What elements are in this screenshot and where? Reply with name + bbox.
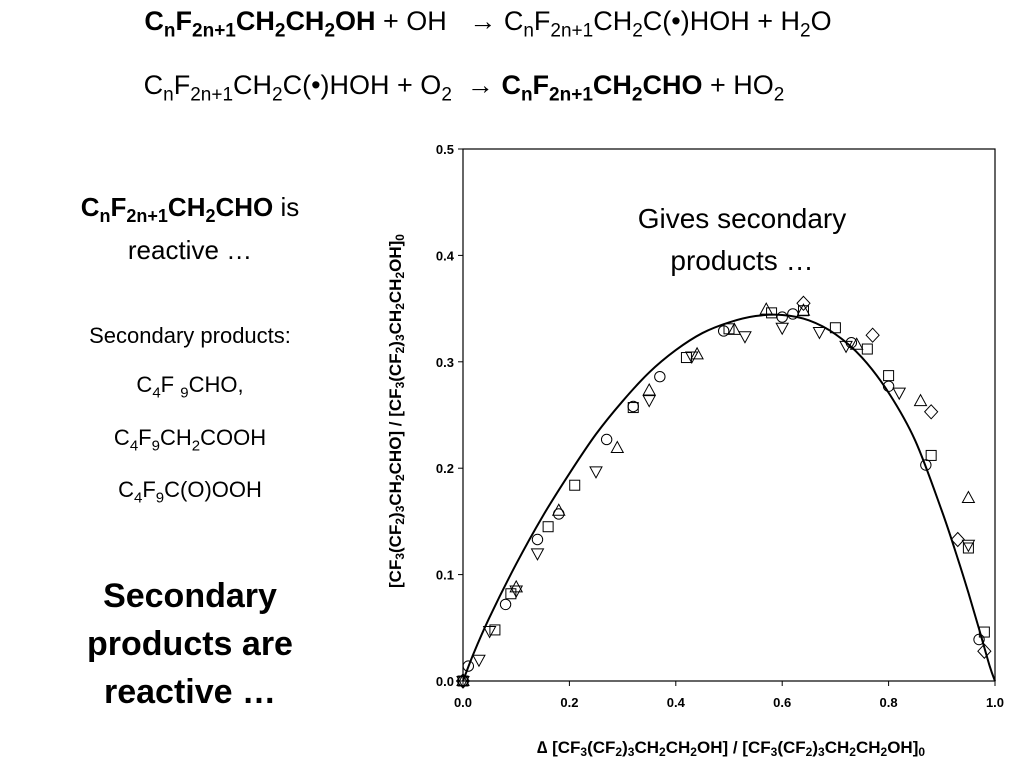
chart-annotation-line-2: products … — [670, 245, 813, 276]
data-point-square — [569, 479, 581, 491]
data-point-circle — [499, 598, 512, 611]
y-tick-label: 0.5 — [436, 142, 454, 157]
y-tick-label: 0.4 — [436, 248, 455, 263]
axes-layer: 0.0 0.2 0.4 0.6 0.8 1.0 0.0 0.1 0.2 0.3 0.4 0.5 ∆ [C… — [386, 142, 1004, 759]
data-point-diamond — [977, 643, 992, 659]
data-point-diamond — [865, 327, 880, 343]
y-tick-label: 0.3 — [436, 355, 454, 370]
data-point-circle — [654, 370, 666, 383]
eq1-product: CnF2n+1CH2C(•)HOH + H2O — [503, 6, 832, 42]
data-point-square — [489, 624, 501, 636]
data-point-diamond — [950, 531, 965, 548]
x-tick-label: 0.0 — [454, 695, 472, 710]
eq2-product: CnF2n+1CH2CHO — [501, 70, 703, 106]
data-point-triangle-down — [509, 585, 524, 599]
x-axis-label: ∆ [CF3(CF2)3CH2CH2OH] / [CF3(CF2)3CH2CH2… — [537, 738, 925, 759]
fit-curve-layer — [462, 313, 996, 682]
data-point-triangle-down — [775, 322, 790, 336]
y-tick-label: 0.2 — [436, 461, 454, 476]
data-point-triangle-down — [839, 340, 853, 354]
y-axis-label: [CF3(CF2)3CH2CHO] / [CF3(CF2)3CH2CH2OH]0 — [386, 234, 407, 588]
data-point-triangle-up — [610, 440, 625, 453]
data-point-triangle-up — [961, 490, 976, 503]
x-tick-label: 0.8 — [880, 695, 898, 710]
data-point-square — [978, 626, 990, 638]
eq1-reactant: CnF2n+1CH2CH2OH — [144, 6, 376, 42]
data-point-square — [861, 343, 873, 355]
data-point-square — [883, 370, 895, 382]
data-point-square — [627, 402, 639, 414]
data-point-triangle-up — [727, 322, 742, 335]
data-point-triangle-down — [812, 327, 827, 340]
y-tick-label: 0.0 — [436, 674, 454, 689]
eq1-arrow-icon: → — [469, 6, 497, 36]
secondary-product-item: C4F 9CHO, — [136, 372, 244, 402]
data-point-triangle-up — [913, 393, 928, 407]
data-point-triangle-up — [690, 346, 704, 360]
eq2-plus-ho2: + HO2 — [709, 70, 785, 106]
data-point-diamond — [796, 295, 811, 312]
data-point-triangle-up — [849, 337, 864, 350]
eq2-reactant: CnF2n+1CH2C(•)HOH + O2 — [143, 70, 452, 106]
data-point-circle — [787, 308, 799, 320]
equation-1: CnF2n+1CH2CH2OH + OH → CnF2n+1CH2C(•)HOH… — [0, 6, 1000, 42]
x-tick-label: 1.0 — [986, 695, 1004, 710]
data-point-triangle-up — [796, 303, 811, 316]
data-point-square — [962, 542, 974, 554]
left-panel: CnF2n+1CH2CHO is reactive … Secondary pro… — [8, 190, 372, 716]
data-point-triangle-down — [684, 351, 699, 365]
chart-annotation-line-1: Gives secondary — [638, 203, 847, 234]
secondary-product-item: C4F9C(O)OOH — [118, 476, 262, 507]
x-tick-label: 0.2 — [560, 695, 578, 710]
data-point-triangle-down — [530, 548, 545, 561]
data-point-triangle-down — [892, 387, 907, 401]
data-point-square — [766, 307, 778, 319]
data-point-diamond — [923, 404, 939, 420]
secondary-product-item: C4F9CH2COOH — [113, 424, 267, 454]
data-point-triangle-down — [961, 539, 976, 553]
reactive-title: CnF2n+1CH2CHO is reactive … — [80, 192, 300, 266]
data-point-triangle-down — [589, 466, 603, 479]
plot-frame — [462, 148, 996, 682]
data-point-triangle-up — [759, 302, 774, 315]
conclusion-text: Secondary products are reactive … — [87, 577, 293, 712]
secondary-products-heading: Secondary products: — [89, 323, 291, 349]
y-tick-label: 0.1 — [436, 568, 454, 583]
data-point-square — [829, 322, 841, 334]
data-point-square — [925, 449, 937, 461]
data-point-triangle-down — [482, 625, 497, 639]
fit-curve — [462, 313, 996, 682]
data-point-triangle-down — [642, 395, 657, 408]
equation-2: CnF2n+1CH2C(•)HOH + O2 → CnF2n+1CH2CHO +… — [0, 70, 976, 106]
data-point-triangle-up — [551, 503, 566, 516]
data-point-circle — [531, 533, 544, 546]
data-point-square — [505, 588, 517, 600]
markers-layer — [455, 295, 992, 689]
x-tick-label: 0.4 — [667, 695, 686, 710]
data-point-circle — [776, 311, 788, 323]
eq2-arrow-icon: → — [466, 70, 494, 100]
data-point-circle — [600, 433, 613, 446]
eq1-plus-oh: + OH — [375, 6, 447, 36]
data-point-triangle-down — [472, 654, 486, 668]
data-point-triangle-down — [738, 331, 752, 344]
data-point-square — [542, 521, 554, 533]
data-point-triangle-up — [642, 382, 657, 396]
x-tick-label: 0.6 — [773, 695, 791, 710]
data-point-diamond — [455, 673, 471, 689]
